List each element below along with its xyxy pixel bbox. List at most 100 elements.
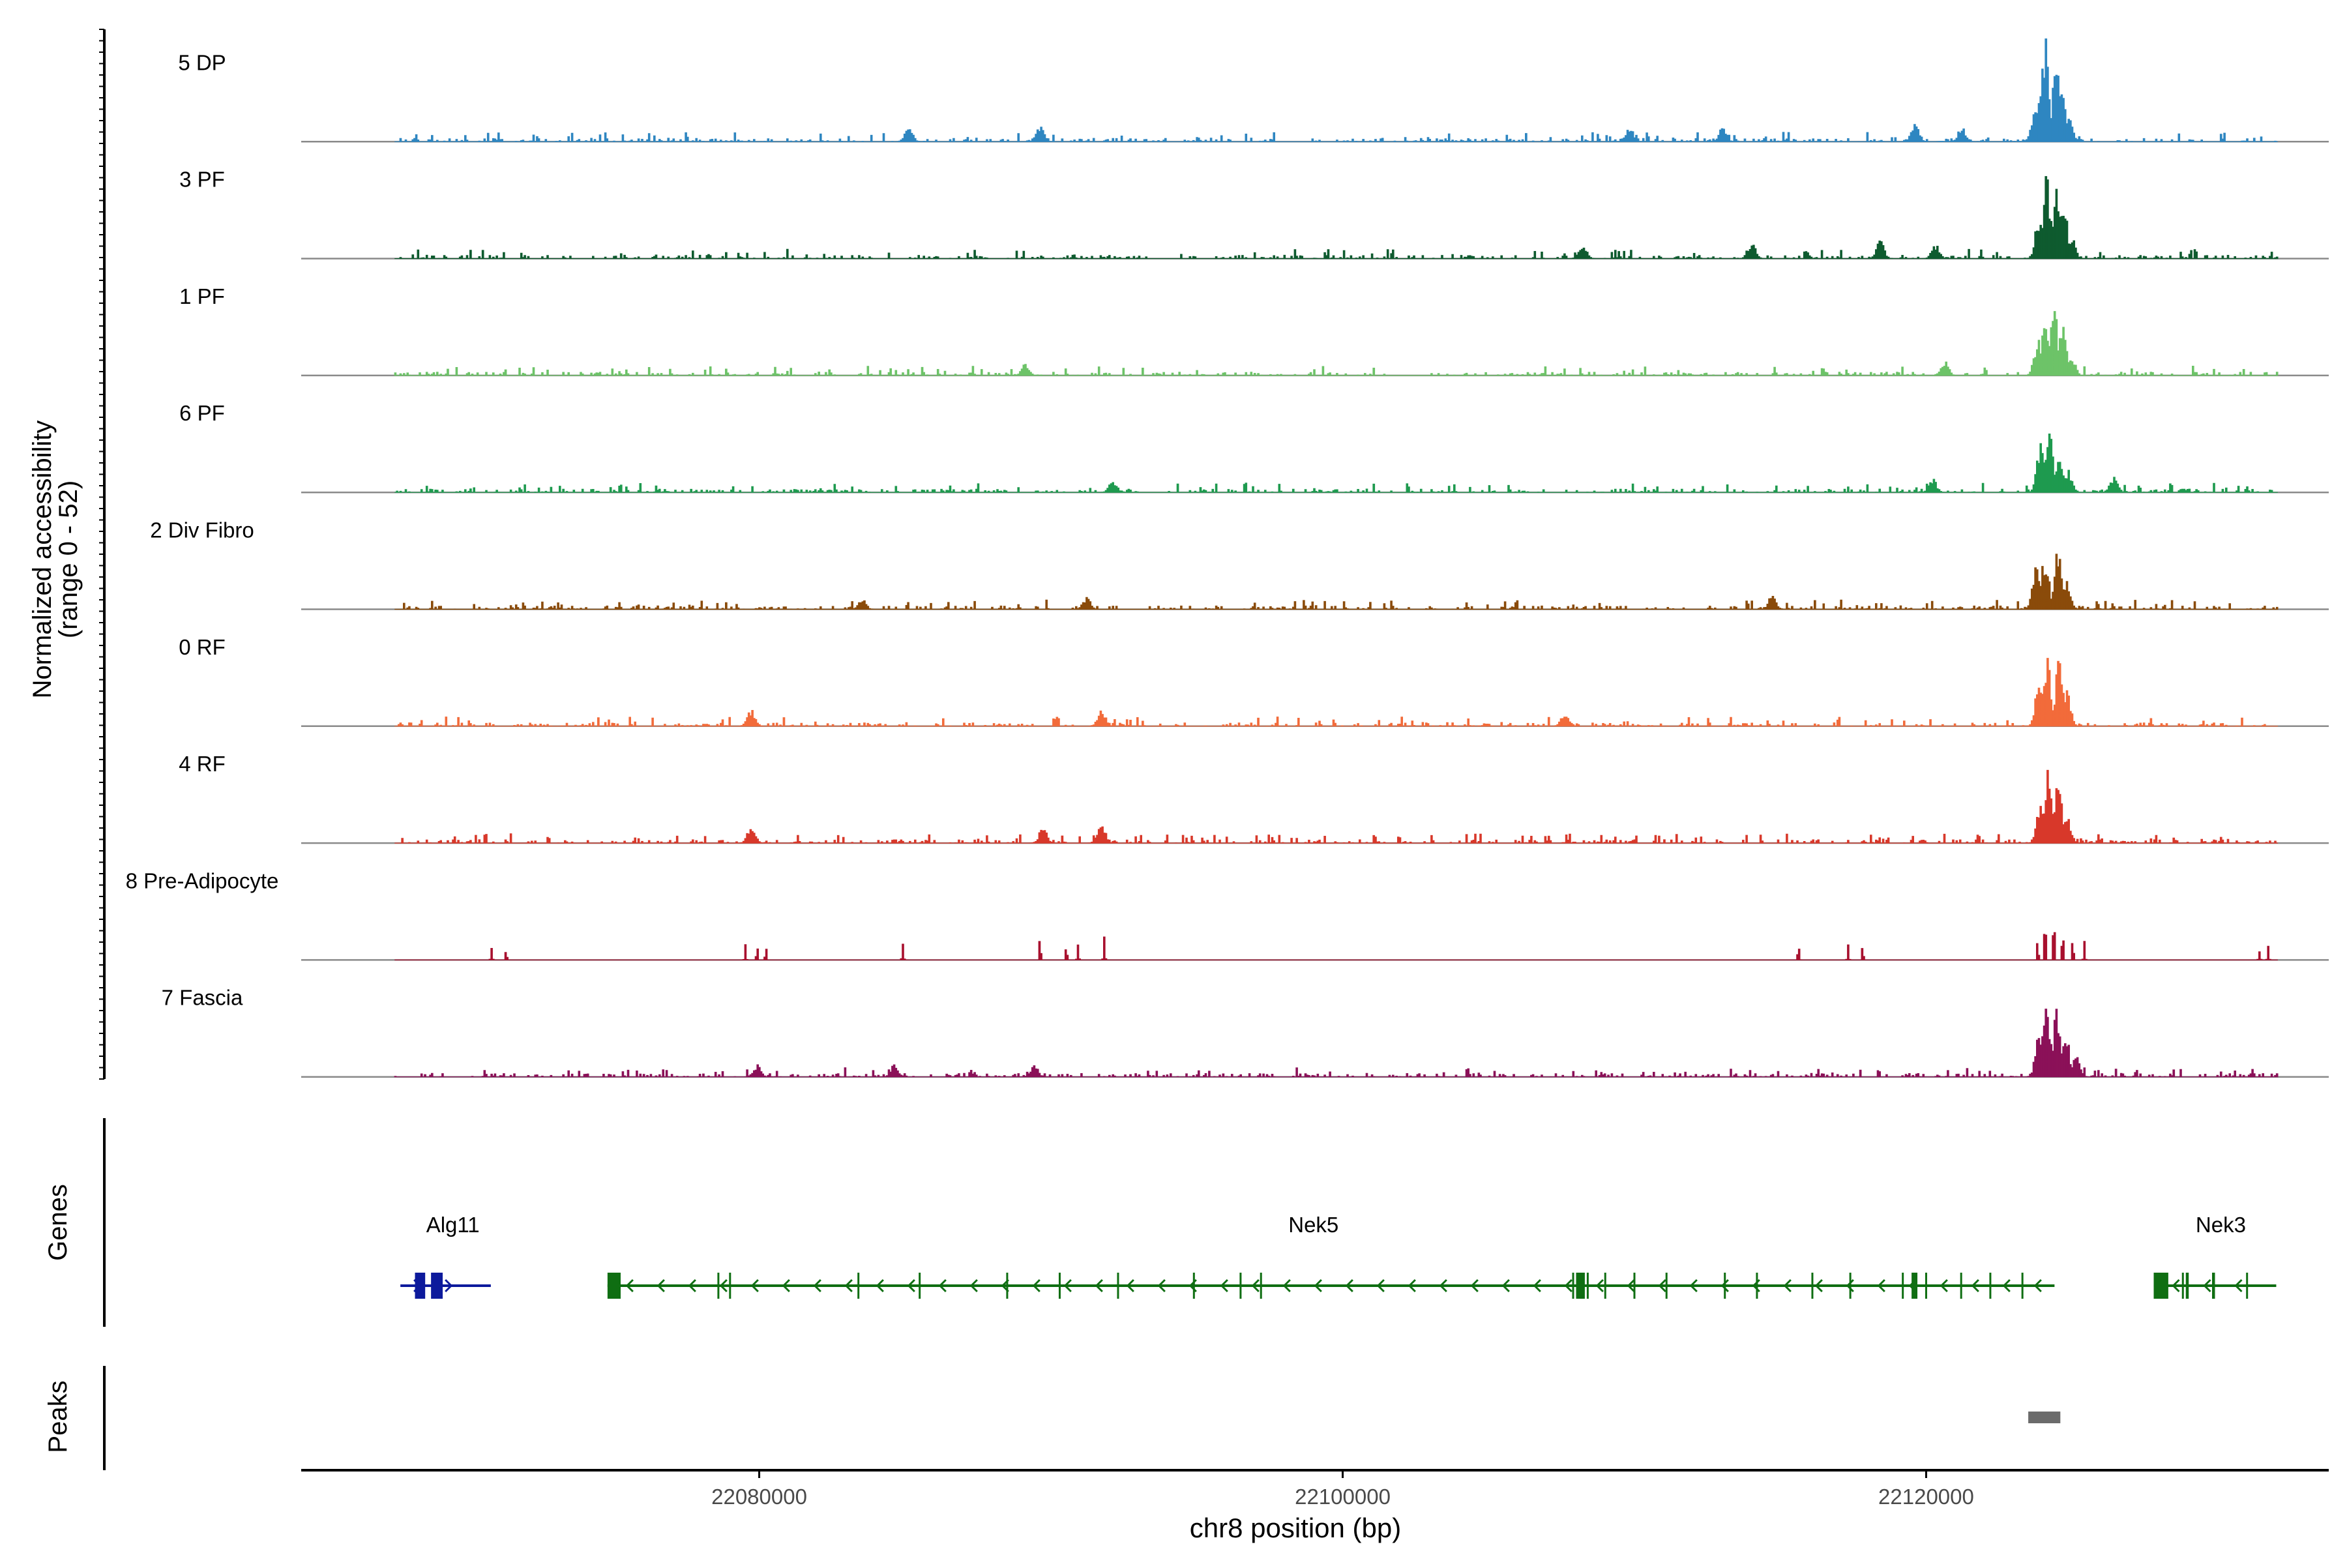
coverage-area [394, 176, 2279, 259]
coverage-area [394, 1009, 2279, 1078]
exon [607, 1273, 621, 1299]
strand-arrow [2002, 1279, 2011, 1293]
strand-arrow [782, 1279, 790, 1293]
strand-arrow [1314, 1279, 1322, 1293]
strand-arrow [813, 1279, 821, 1293]
strand-arrow [1408, 1279, 1416, 1293]
coverage-tracks: 5 DP 3 PF 1 PF 6 PF 2 Div Fibro 0 RF 4 RF 8 Pre… [126, 38, 2329, 1078]
strand-arrow [1220, 1279, 1228, 1293]
strand-arrow [625, 1279, 634, 1293]
strand-arrow [1752, 1279, 1760, 1293]
track-5-dp: 5 DP [178, 38, 2329, 143]
track-label: 1 PF [179, 284, 225, 308]
strand-arrow [938, 1279, 947, 1293]
coverage-area [394, 38, 2278, 142]
exon [431, 1273, 443, 1299]
track-label: 8 Pre-Adipocyte [126, 868, 279, 893]
x-tick-label: 22120000 [1878, 1485, 1974, 1509]
strand-arrow [2172, 1279, 2180, 1293]
strand-arrow [1095, 1279, 1103, 1293]
gene-alg11: Alg11 [400, 1213, 491, 1299]
strand-arrow [1126, 1279, 1134, 1293]
strand-arrow [1063, 1279, 1072, 1293]
track-1-pf: 1 PF [179, 284, 2329, 377]
y-axis-range-label: (range 0 - 52) [54, 481, 83, 638]
track-label: 4 RF [179, 752, 226, 776]
track-6-pf: 6 PF [179, 401, 2329, 494]
peak-track [2028, 1412, 2061, 1423]
coverage-area [394, 932, 2278, 960]
strand-arrow [1877, 1279, 1885, 1293]
gene-label: Nek3 [2196, 1213, 2246, 1237]
track-label: 7 Fascia [162, 986, 243, 1010]
strand-arrow [2203, 1279, 2211, 1293]
x-axis: 22080000 22100000 22120000 [301, 1469, 2329, 1509]
strand-arrow [1032, 1279, 1041, 1293]
strand-arrow [2033, 1279, 2042, 1293]
track-label: 5 DP [178, 50, 226, 74]
coverage-area [394, 658, 2278, 727]
exon [2212, 1273, 2215, 1299]
strand-arrow [1689, 1279, 1698, 1293]
gene-nek5: Nek5 [607, 1213, 2055, 1299]
strand-arrow [719, 1279, 728, 1293]
coverage-area [394, 554, 2279, 610]
track-7-fascia: 7 Fascia [162, 986, 2329, 1078]
genes-track-label: Genes [44, 1184, 72, 1261]
strand-arrow [1376, 1279, 1385, 1293]
strand-arrow [2234, 1279, 2243, 1293]
track-label: 0 RF [179, 635, 226, 659]
strand-arrow [657, 1279, 665, 1293]
strand-arrow [1345, 1279, 1353, 1293]
strand-arrow [1908, 1279, 1917, 1293]
strand-arrow [876, 1279, 884, 1293]
gene-track: Alg11 Nek5 Nek3 [400, 1213, 2277, 1299]
strand-arrow [969, 1279, 978, 1293]
coverage-area [394, 311, 2279, 376]
peaks-track-label: Peaks [44, 1380, 72, 1453]
gene-label: Nek5 [1288, 1213, 1338, 1237]
exon [1576, 1273, 1585, 1299]
x-tick-label: 22080000 [711, 1485, 807, 1509]
gene-label: Alg11 [426, 1213, 480, 1237]
panel-axes [99, 29, 106, 1470]
strand-arrow [445, 1279, 453, 1293]
strand-arrow [413, 1279, 422, 1293]
coverage-area [394, 434, 2278, 493]
strand-arrow [1501, 1279, 1510, 1293]
track-label: 2 Div Fibro [150, 518, 254, 542]
track-label: 3 PF [179, 168, 225, 192]
gene-nek3: Nek3 [2153, 1213, 2277, 1299]
strand-arrow [1658, 1279, 1666, 1293]
strand-arrow [1627, 1279, 1635, 1293]
track-label: 6 PF [179, 401, 225, 425]
strand-arrow [1251, 1279, 1260, 1293]
strand-arrow [1595, 1279, 1604, 1293]
track-3-pf: 3 PF [179, 168, 2329, 259]
exon [2153, 1273, 2168, 1299]
strand-arrow [907, 1279, 915, 1293]
x-axis-label: chr8 position (bp) [1190, 1513, 1402, 1543]
peak-region [2028, 1412, 2061, 1423]
x-tick-label: 22100000 [1295, 1485, 1391, 1509]
strand-arrow [1439, 1279, 1447, 1293]
strand-arrow [1940, 1279, 1948, 1293]
strand-arrow [1814, 1279, 1823, 1293]
track-8-pre-adipocyte: 8 Pre-Adipocyte [126, 868, 2329, 961]
exon [2185, 1273, 2189, 1299]
strand-arrow [688, 1279, 696, 1293]
track-2-div-fibro: 2 Div Fibro [150, 518, 2329, 610]
strand-arrow [1533, 1279, 1541, 1293]
strand-arrow [1157, 1279, 1166, 1293]
strand-arrow [1720, 1279, 1729, 1293]
strand-arrow [844, 1279, 853, 1293]
exon [1912, 1273, 1918, 1299]
strand-arrow [1188, 1279, 1197, 1293]
strand-arrow [750, 1279, 759, 1293]
y-axis-label: Normalized accessibility [28, 421, 57, 699]
strand-arrow [1001, 1279, 1009, 1293]
track-0-rf: 0 RF [179, 635, 2329, 728]
strand-arrow [1783, 1279, 1792, 1293]
